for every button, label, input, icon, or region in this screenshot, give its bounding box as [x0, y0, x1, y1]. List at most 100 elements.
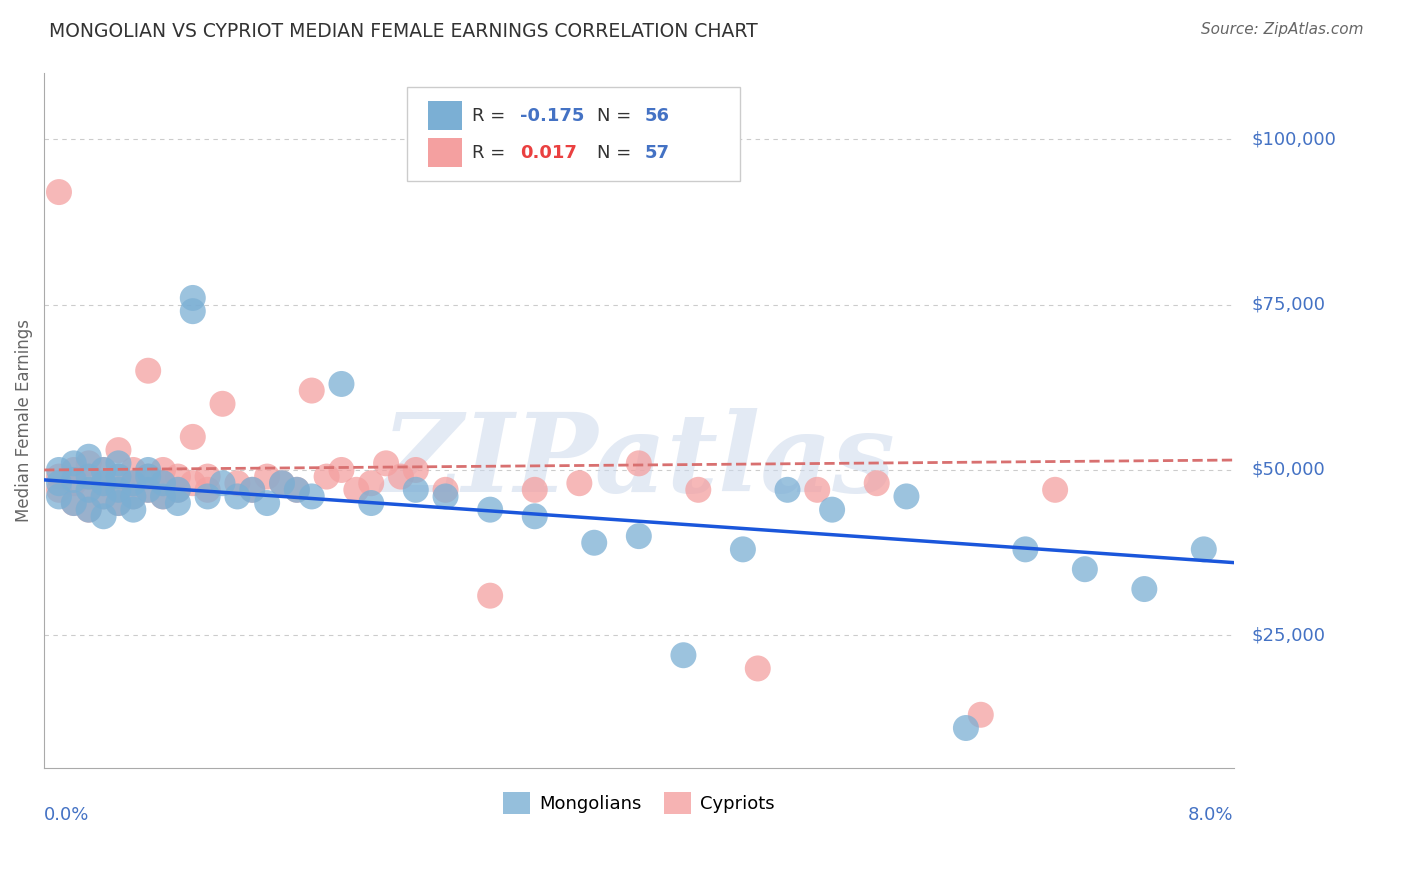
- Point: [167, 483, 190, 497]
- Text: -0.175: -0.175: [520, 107, 585, 125]
- Point: [167, 496, 190, 510]
- Point: [1133, 582, 1156, 596]
- Point: [48, 483, 70, 497]
- Point: [360, 476, 382, 491]
- Point: [63, 473, 86, 487]
- Point: [63, 476, 86, 491]
- Point: [152, 463, 174, 477]
- Point: [330, 463, 353, 477]
- Point: [77, 483, 100, 497]
- Point: [389, 469, 412, 483]
- Point: [197, 490, 219, 504]
- Text: $75,000: $75,000: [1251, 295, 1326, 314]
- Point: [107, 496, 129, 510]
- Point: [167, 469, 190, 483]
- Point: [271, 476, 294, 491]
- Point: [136, 483, 159, 497]
- Point: [375, 456, 398, 470]
- Point: [122, 476, 145, 491]
- Point: [93, 476, 115, 491]
- Point: [136, 483, 159, 497]
- Point: [672, 648, 695, 663]
- Point: [627, 529, 650, 543]
- Point: [48, 476, 70, 491]
- Point: [211, 476, 233, 491]
- Point: [107, 483, 129, 497]
- Point: [568, 476, 591, 491]
- Text: 56: 56: [645, 107, 669, 125]
- Point: [107, 469, 129, 483]
- Bar: [429, 138, 461, 168]
- Text: Source: ZipAtlas.com: Source: ZipAtlas.com: [1201, 22, 1364, 37]
- Point: [955, 721, 977, 735]
- Point: [866, 476, 889, 491]
- FancyBboxPatch shape: [406, 87, 740, 181]
- Y-axis label: Median Female Earnings: Median Female Earnings: [15, 318, 32, 522]
- Point: [77, 469, 100, 483]
- Point: [63, 496, 86, 510]
- Point: [181, 291, 204, 305]
- Point: [197, 469, 219, 483]
- Point: [240, 483, 263, 497]
- Point: [93, 463, 115, 477]
- Point: [152, 476, 174, 491]
- Point: [806, 483, 828, 497]
- Point: [107, 483, 129, 497]
- Point: [122, 490, 145, 504]
- Point: [583, 535, 606, 549]
- Point: [240, 483, 263, 497]
- Point: [77, 450, 100, 464]
- Point: [896, 490, 918, 504]
- Point: [523, 509, 546, 524]
- Text: 8.0%: 8.0%: [1188, 805, 1233, 824]
- Point: [344, 483, 367, 497]
- Point: [48, 490, 70, 504]
- Text: $100,000: $100,000: [1251, 130, 1336, 148]
- Point: [136, 364, 159, 378]
- Point: [523, 483, 546, 497]
- Point: [93, 476, 115, 491]
- Point: [152, 490, 174, 504]
- Text: 0.0%: 0.0%: [44, 805, 90, 824]
- Point: [107, 469, 129, 483]
- Point: [197, 483, 219, 497]
- Text: N =: N =: [598, 145, 637, 162]
- Point: [1192, 542, 1215, 557]
- Legend: Mongolians, Cypriots: Mongolians, Cypriots: [496, 785, 782, 822]
- Point: [285, 483, 308, 497]
- Text: $50,000: $50,000: [1251, 461, 1324, 479]
- Text: $25,000: $25,000: [1251, 626, 1326, 644]
- Point: [256, 469, 278, 483]
- Point: [122, 490, 145, 504]
- Point: [136, 469, 159, 483]
- Point: [152, 490, 174, 504]
- Point: [360, 496, 382, 510]
- Point: [93, 490, 115, 504]
- Point: [747, 661, 769, 675]
- Point: [136, 469, 159, 483]
- Point: [152, 476, 174, 491]
- Point: [970, 707, 993, 722]
- Point: [167, 483, 190, 497]
- Point: [226, 476, 249, 491]
- Text: MONGOLIAN VS CYPRIOT MEDIAN FEMALE EARNINGS CORRELATION CHART: MONGOLIAN VS CYPRIOT MEDIAN FEMALE EARNI…: [49, 22, 758, 41]
- Point: [405, 463, 427, 477]
- Point: [93, 490, 115, 504]
- Point: [181, 430, 204, 444]
- Text: R =: R =: [472, 107, 512, 125]
- Point: [122, 463, 145, 477]
- Point: [688, 483, 710, 497]
- Point: [63, 463, 86, 477]
- Point: [77, 456, 100, 470]
- Point: [1043, 483, 1066, 497]
- Point: [301, 490, 323, 504]
- Point: [479, 589, 502, 603]
- Point: [77, 469, 100, 483]
- Point: [77, 502, 100, 516]
- Point: [93, 509, 115, 524]
- Point: [821, 502, 844, 516]
- Point: [1014, 542, 1036, 557]
- Point: [627, 456, 650, 470]
- Point: [301, 384, 323, 398]
- Text: 57: 57: [645, 145, 669, 162]
